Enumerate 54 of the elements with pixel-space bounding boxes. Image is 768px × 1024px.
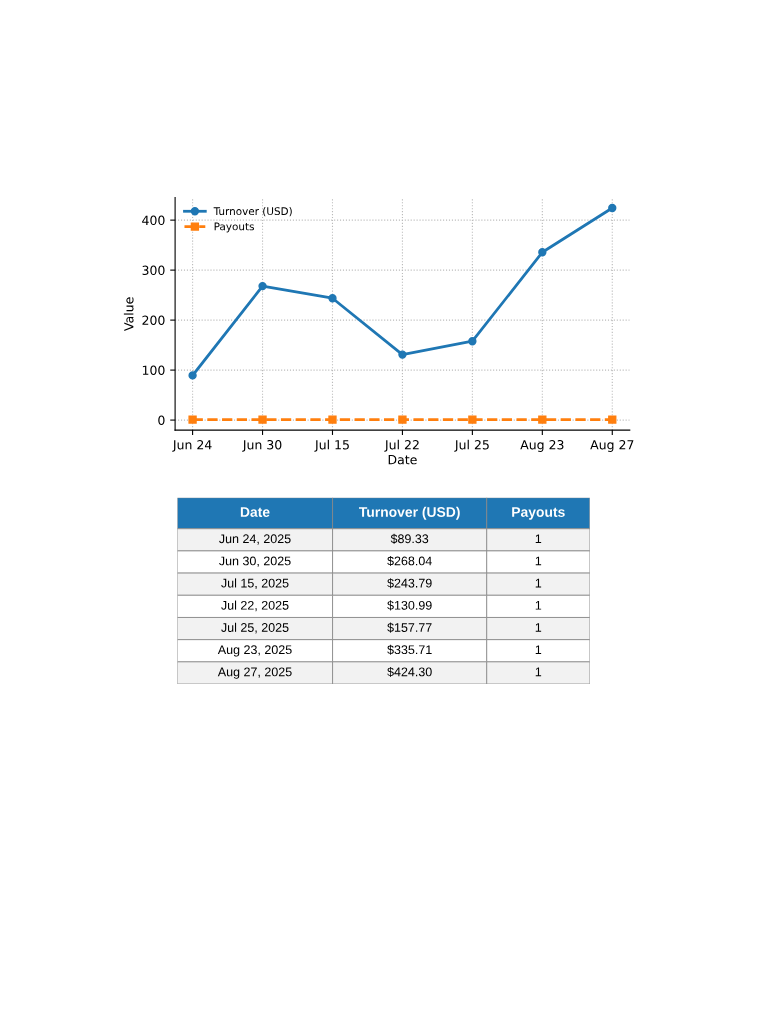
text: 1 (535, 645, 542, 654)
text: 1 (535, 601, 542, 610)
text: $243.79 (387, 578, 432, 589)
point (538, 415, 547, 424)
text: $335.71 (387, 644, 432, 655)
text: 1 (535, 556, 542, 566)
text: 1 (535, 623, 542, 632)
text: Jun 30, 2025 (219, 556, 291, 567)
x-tick-label: Aug 27 (590, 440, 634, 452)
y-tick-label: 300 (142, 265, 165, 276)
x-tick-label: Aug 23 (520, 440, 564, 452)
y-axis-title: Value (123, 297, 134, 331)
text: Jun 24, 2025 (219, 534, 291, 545)
text: $157.77 (387, 622, 432, 633)
text: Date (240, 507, 270, 517)
y-tick-label: 100 (142, 365, 165, 376)
point (468, 415, 477, 424)
x-tick-label: Jul 15 (314, 439, 349, 452)
point (328, 415, 337, 424)
text: Payouts (512, 507, 565, 520)
x-axis-title: Date (388, 455, 417, 465)
legend-label: Payouts (214, 222, 254, 233)
legend-label: Turnover (USD) (213, 207, 292, 217)
point (258, 281, 267, 291)
text: Jul 25, 2025 (221, 622, 289, 634)
text: Turnover (USD) (359, 506, 460, 520)
y-tick-label: 400 (142, 215, 165, 226)
x-tick-label: Jun 24 (172, 440, 212, 452)
point (188, 415, 197, 424)
point (608, 415, 617, 424)
point (328, 294, 337, 303)
x-tick-label: Jul 25 (454, 439, 489, 452)
point (468, 337, 477, 346)
point (538, 248, 547, 257)
x-tick-label: Jul 22 (384, 439, 419, 452)
point (398, 415, 407, 424)
text: $130.99 (387, 600, 432, 611)
point (258, 415, 267, 424)
text: Aug 27, 2025 (217, 667, 292, 679)
text: $424.30 (387, 666, 432, 678)
text: Aug 23, 2025 (217, 645, 292, 657)
text: 1 (535, 534, 542, 544)
point (398, 350, 407, 359)
text: Jul 22, 2025 (221, 600, 289, 612)
text: $89.33 (390, 533, 429, 544)
y-tick-label: 0 (158, 415, 165, 426)
x-tick-label: Jun 30 (242, 440, 282, 452)
y-tick-label: 200 (142, 315, 165, 326)
text: 1 (535, 667, 542, 677)
point (608, 203, 617, 213)
text: 1 (535, 578, 542, 588)
point (188, 371, 197, 380)
text: $268.04 (387, 555, 432, 567)
text: Jul 15, 2025 (221, 578, 289, 590)
